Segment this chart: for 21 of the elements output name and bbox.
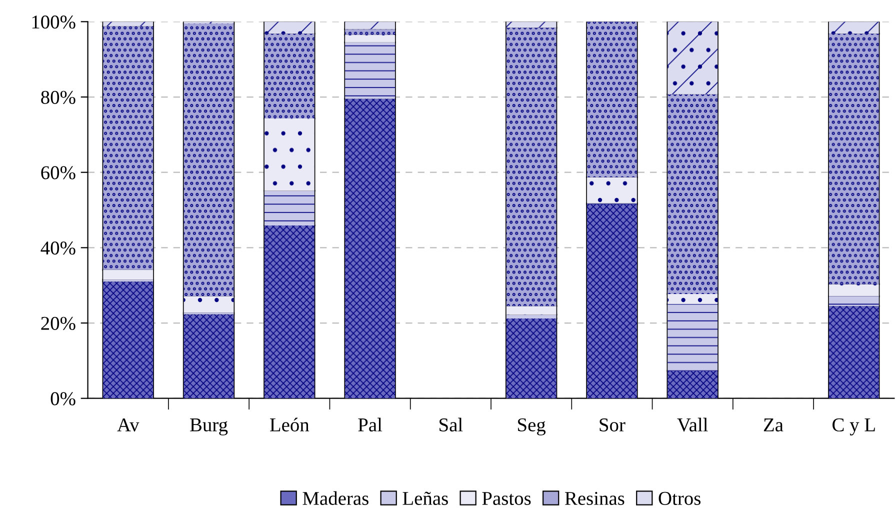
legend-label: Leñas [402, 492, 448, 505]
y-tick-label: 40% [40, 241, 76, 255]
legend-label: Pastos [482, 492, 531, 505]
y-tick-label: 100% [32, 15, 76, 29]
x-tick-label: Vall [677, 418, 708, 432]
y-tick-label: 0% [50, 392, 76, 406]
legend-label: Otros [658, 492, 701, 505]
x-tick-label: Pal [358, 418, 382, 432]
legend-label: Maderas [302, 491, 368, 505]
x-tick-label: Av [117, 418, 140, 432]
x-tick-label: C y L [832, 418, 875, 436]
x-tick-label: Burg [190, 418, 228, 436]
y-tick-label: 80% [41, 90, 76, 104]
x-tick-label: Za [764, 418, 784, 432]
y-tick-label: 20% [41, 316, 76, 330]
x-tick-label: León [270, 418, 310, 432]
x-tick-label: Seg [518, 418, 546, 436]
x-tick-label: Sal [440, 418, 463, 432]
x-tick-label: Sor [600, 418, 626, 432]
legend-label: Resinas [565, 492, 624, 505]
y-tick-label: 60% [41, 166, 76, 180]
